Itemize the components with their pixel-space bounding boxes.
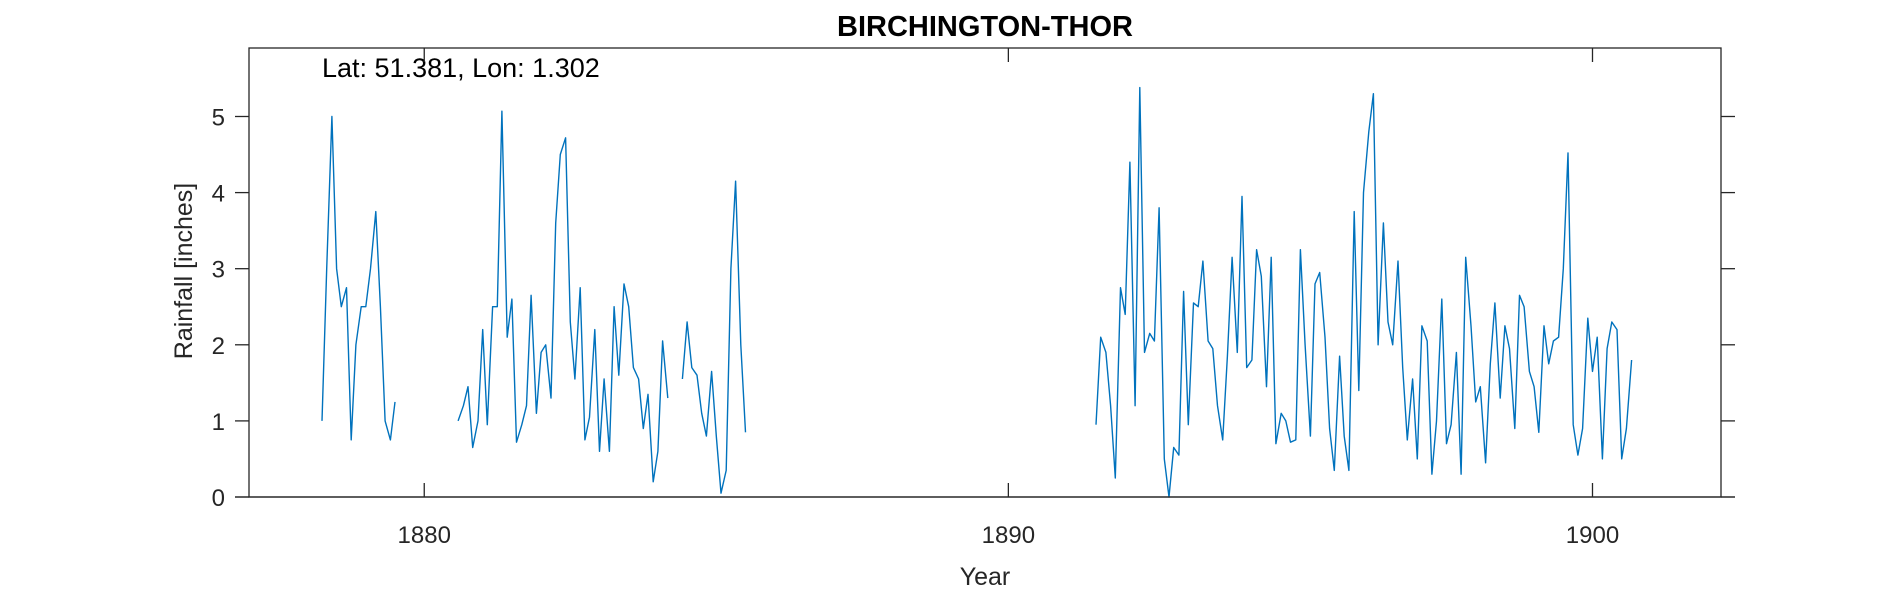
x-tick-label-1880: 1880 — [398, 522, 451, 549]
x-tick-label-1890: 1890 — [982, 522, 1035, 549]
y-tick-label-3: 3 — [212, 257, 225, 284]
series-0-segment-3 — [1095, 86, 1633, 498]
plot-area — [321, 86, 1633, 498]
y-axis-label: Rainfall [inches] — [170, 183, 198, 359]
y-tick-label-2: 2 — [212, 333, 225, 360]
axis-ticks: 1880 1890 1900 0 1 2 3 4 5 — [212, 48, 1735, 549]
x-axis-label: Year — [960, 563, 1011, 591]
series-0-segment-1 — [457, 110, 669, 483]
y-tick-label-0: 0 — [212, 485, 225, 512]
series-0-segment-2 — [681, 180, 747, 494]
x-tick-label-1900: 1900 — [1566, 522, 1619, 549]
y-tick-label-5: 5 — [212, 104, 225, 131]
plot-frame — [248, 47, 1722, 498]
lat-lon-annotation: Lat: 51.381, Lon: 1.302 — [322, 53, 600, 83]
series-0-segment-0 — [321, 115, 396, 441]
y-tick-label-1: 1 — [212, 409, 225, 436]
chart-title: BIRCHINGTON-THOR — [837, 11, 1133, 43]
y-tick-label-4: 4 — [212, 181, 225, 208]
